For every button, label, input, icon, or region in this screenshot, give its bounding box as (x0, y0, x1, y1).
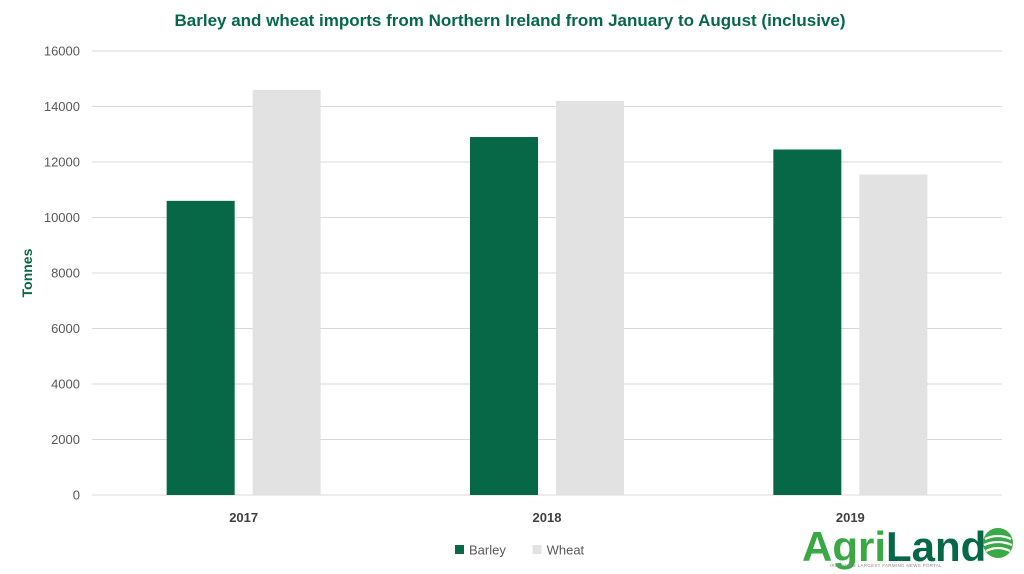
agriland-logo: AgriLand IRELAND'S LARGEST FARMING NEWS … (802, 523, 1013, 570)
legend-label-wheat: Wheat (547, 543, 585, 558)
bar-wheat-2019 (859, 174, 928, 496)
x-category-label: 2017 (229, 510, 258, 525)
x-category-label: 2018 (533, 510, 562, 525)
y-axis-ticks: 0 2000 4000 6000 8000 10000 12000 14000 16000 (44, 44, 80, 503)
legend-swatch-barley (455, 545, 464, 554)
grid (92, 50, 1002, 496)
y-axis-title: Tonnes (19, 248, 35, 297)
bar-barley-2019 (773, 149, 842, 495)
x-category-label: 2019 (836, 510, 865, 525)
y-tick-label: 0 (73, 488, 80, 503)
y-tick-label: 16000 (44, 44, 80, 59)
legend-swatch-wheat (532, 545, 542, 554)
leaf-globe-icon (983, 528, 1013, 558)
y-tick-label: 4000 (51, 377, 80, 392)
y-tick-label: 10000 (44, 210, 80, 225)
chart-title: Barley and wheat imports from Northern I… (175, 11, 846, 30)
bar-barley-2017 (166, 200, 235, 495)
bars (166, 89, 928, 496)
bar-wheat-2017 (252, 89, 321, 495)
y-tick-label: 6000 (51, 321, 80, 336)
logo-wordmark: AgriLand (802, 523, 986, 570)
y-tick-label: 12000 (44, 155, 80, 170)
y-tick-label: 8000 (51, 266, 80, 281)
x-axis-categories: 2017 2018 2019 (229, 510, 865, 525)
bar-wheat-2018 (556, 100, 624, 495)
logo-tagline: IRELAND'S LARGEST FARMING NEWS PORTAL (830, 563, 942, 568)
y-tick-label: 2000 (51, 432, 80, 447)
bar-barley-2018 (470, 137, 538, 495)
legend: Barley Wheat (455, 543, 585, 558)
legend-label-barley: Barley (469, 543, 506, 558)
y-tick-label: 14000 (44, 99, 80, 114)
